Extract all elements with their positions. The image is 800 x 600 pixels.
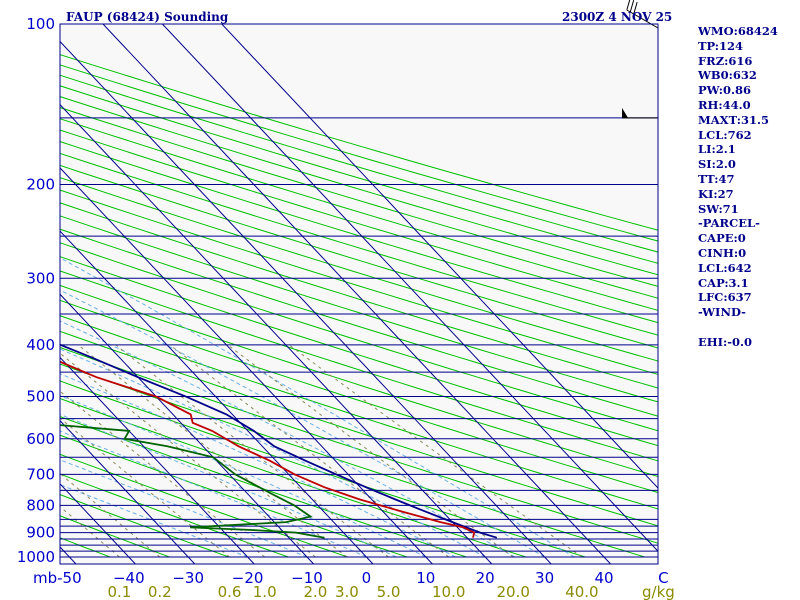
sounding-profiles <box>60 343 498 539</box>
index-entry: CAP:3.1 <box>698 275 749 290</box>
mixing-ratio-tick-label: 0.6 <box>218 583 242 600</box>
plot-border <box>59 23 659 565</box>
index-entry: MAXT:31.5 <box>698 112 769 127</box>
mixing-ratio-tick-label: 3.0 <box>335 583 359 600</box>
moist-adiabat-line <box>60 413 397 558</box>
moist-adiabat-line <box>60 348 486 558</box>
wind-barb-flag <box>633 1 638 15</box>
plot-background <box>60 24 658 564</box>
temperature-axis: -50 −40 −30 −20 −10 0 10 20 30 40 C <box>57 569 668 587</box>
index-entry: SI:2.0 <box>698 157 736 172</box>
index-entry: EHI:-0.0 <box>698 334 753 349</box>
index-entry: WMO:68424 <box>698 24 778 38</box>
index-entry: TT:47 <box>698 171 735 186</box>
mixing-ratio-unit-label: g/kg <box>642 583 675 600</box>
index-entry: LCL:642 <box>698 260 752 275</box>
temperature-tick-label: -50 <box>57 569 82 587</box>
wind-barb-flag <box>629 0 635 13</box>
temperature-tick-label: 20 <box>476 569 495 587</box>
chart-time: 2300Z 4 NOV 25 <box>562 10 672 24</box>
isotherm-line <box>0 24 17 564</box>
pressure-tick-label: 700 <box>26 465 55 483</box>
temperature-tick-label: −40 <box>113 569 145 587</box>
index-entry: -PARCEL- <box>698 216 760 231</box>
temperature-trace <box>60 360 476 538</box>
pressure-tick-label: 1000 <box>17 548 55 566</box>
pressure-tick-label: 300 <box>26 269 55 287</box>
mixing-ratio-tick-label: 1.0 <box>253 583 277 600</box>
mixing-ratio-tick-label: 10.0 <box>432 583 465 600</box>
chart-station-title: FAUP (68424) Sounding <box>66 10 229 24</box>
index-entry: FRZ:616 <box>698 53 753 68</box>
pressure-axis: 100 200 300 400 500 600 700 800 900 1000 mb <box>17 15 57 587</box>
temperature-tick-label: 0 <box>362 569 372 587</box>
index-entry: RH:44.0 <box>698 97 751 112</box>
pressure-tick-label: 600 <box>26 430 55 448</box>
pressure-tick-label: 400 <box>26 336 55 354</box>
moist-adiabat-line <box>60 373 456 558</box>
temperature-tick-label: 40 <box>594 569 613 587</box>
temperature-tick-label: −30 <box>172 569 204 587</box>
mixing-ratio-tick-label: 5.0 <box>377 583 401 600</box>
isobars <box>60 24 658 558</box>
index-entry: LCL:762 <box>698 127 752 142</box>
wind-barb-flag <box>626 0 631 11</box>
index-entry: TP:124 <box>698 38 744 53</box>
index-entry: WB0:632 <box>698 68 757 83</box>
sounding-indices-panel: WMO:68424 TP:124 FRZ:616 WB0:632 PW:0.86… <box>698 24 798 350</box>
index-entry: -WIND- <box>698 305 746 320</box>
mixing-ratio-tick-label: 20.0 <box>496 583 529 600</box>
parcel-trace <box>60 343 498 539</box>
pressure-tick-label: 900 <box>26 524 55 542</box>
temperature-tick-label: −10 <box>291 569 323 587</box>
mixing-ratio-tick-label: 0.2 <box>148 583 172 600</box>
index-entry <box>698 320 798 335</box>
wind-barb-pennant <box>622 107 628 118</box>
index-entry: LI:2.1 <box>698 142 736 157</box>
index-entry: KI:27 <box>698 186 734 201</box>
mixing-ratio-axis: 0.1 0.2 0.6 1.0 2.0 3.0 5.0 10.0 20.0 40.0 g/kg <box>107 583 674 600</box>
pressure-tick-label: 500 <box>26 388 55 406</box>
wind-barbs <box>622 0 659 119</box>
pressure-tick-label: 800 <box>26 496 55 514</box>
index-entry: LFC:637 <box>698 290 752 305</box>
pressure-tick-label: 100 <box>26 15 55 33</box>
wind-barb-staff <box>626 9 659 29</box>
mixing-ratio-tick-label: 0.1 <box>107 583 131 600</box>
temperature-tick-label: 10 <box>416 569 435 587</box>
temperature-tick-label: C <box>658 569 668 587</box>
temperature-tick-label: 30 <box>535 569 554 587</box>
pressure-tick-label: 200 <box>26 175 55 193</box>
mixing-ratio-tick-label: 40.0 <box>565 583 598 600</box>
index-entry: PW:0.86 <box>698 83 752 98</box>
index-entry: CAPE:0 <box>698 231 746 246</box>
mixing-ratio-tick-label: 2.0 <box>303 583 327 600</box>
temperature-tick-label: −20 <box>232 569 264 587</box>
pressure-unit-label: mb <box>33 569 57 587</box>
index-entry: SW:71 <box>698 201 739 216</box>
moist-adiabat-line <box>60 484 248 558</box>
index-entry: CINH:0 <box>698 245 747 260</box>
dewpoint-trace <box>60 424 325 539</box>
